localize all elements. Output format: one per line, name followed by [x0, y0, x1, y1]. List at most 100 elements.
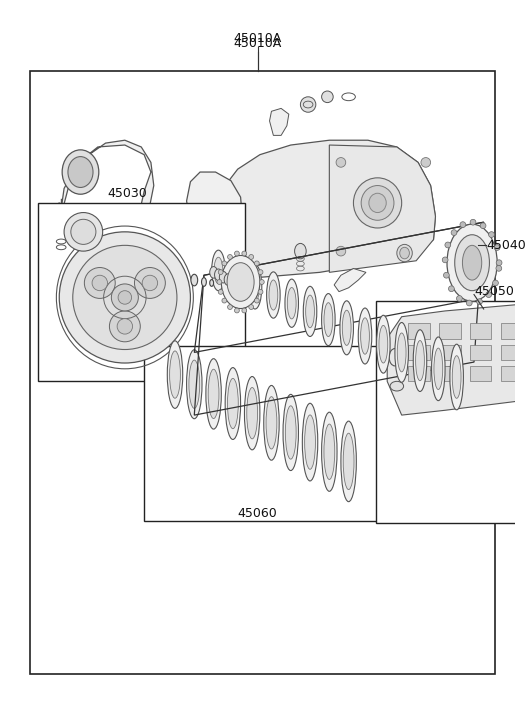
Ellipse shape [167, 341, 182, 409]
Text: 45010A: 45010A [234, 33, 282, 45]
Ellipse shape [225, 368, 240, 439]
Bar [501, 345, 522, 360]
Ellipse shape [361, 185, 394, 220]
Circle shape [235, 308, 239, 313]
Circle shape [480, 222, 486, 228]
Ellipse shape [340, 301, 353, 355]
Circle shape [451, 230, 457, 236]
Ellipse shape [228, 378, 238, 429]
Ellipse shape [224, 274, 232, 286]
Ellipse shape [227, 262, 254, 301]
Bar [439, 366, 461, 382]
Circle shape [254, 298, 259, 303]
Ellipse shape [295, 244, 306, 259]
Ellipse shape [434, 348, 443, 390]
Circle shape [496, 265, 502, 271]
Circle shape [242, 308, 247, 313]
Circle shape [260, 280, 264, 284]
Circle shape [448, 286, 454, 292]
Bar [439, 324, 461, 339]
Text: 45030: 45030 [107, 187, 147, 200]
Ellipse shape [322, 412, 337, 491]
Circle shape [444, 273, 450, 278]
Bar [470, 345, 492, 360]
Polygon shape [387, 304, 532, 415]
Ellipse shape [210, 280, 213, 286]
Polygon shape [57, 140, 243, 300]
Ellipse shape [266, 397, 277, 449]
Circle shape [217, 280, 222, 284]
Ellipse shape [361, 318, 369, 354]
Ellipse shape [450, 344, 463, 410]
Bar [501, 324, 522, 339]
Circle shape [73, 245, 177, 350]
Circle shape [301, 97, 316, 112]
Circle shape [249, 305, 254, 310]
Ellipse shape [390, 382, 404, 391]
Ellipse shape [212, 250, 225, 291]
Ellipse shape [62, 150, 99, 194]
Ellipse shape [413, 330, 427, 391]
Ellipse shape [283, 394, 298, 470]
Ellipse shape [221, 255, 260, 308]
Circle shape [135, 268, 165, 298]
Circle shape [445, 242, 451, 248]
Ellipse shape [244, 377, 260, 450]
Circle shape [488, 232, 494, 238]
Ellipse shape [285, 406, 296, 459]
Ellipse shape [324, 302, 332, 337]
Ellipse shape [251, 273, 260, 301]
Circle shape [64, 212, 103, 251]
Circle shape [242, 251, 247, 256]
Circle shape [111, 284, 138, 311]
Circle shape [467, 300, 472, 306]
Bar [470, 366, 492, 382]
Circle shape [228, 305, 232, 310]
Ellipse shape [247, 387, 257, 439]
Ellipse shape [305, 415, 315, 470]
Circle shape [477, 299, 483, 305]
Ellipse shape [214, 257, 223, 284]
Ellipse shape [210, 267, 218, 278]
Ellipse shape [452, 356, 461, 398]
Circle shape [71, 220, 96, 244]
Ellipse shape [248, 265, 262, 309]
Ellipse shape [229, 276, 237, 288]
Ellipse shape [343, 433, 354, 489]
Ellipse shape [400, 247, 410, 259]
Circle shape [92, 276, 107, 291]
Ellipse shape [341, 421, 356, 502]
Ellipse shape [68, 156, 93, 188]
Circle shape [118, 291, 131, 304]
Ellipse shape [302, 403, 318, 481]
Polygon shape [334, 268, 366, 292]
Bar [30, 71, 495, 674]
Ellipse shape [397, 244, 412, 262]
Ellipse shape [455, 235, 489, 291]
Circle shape [59, 232, 190, 363]
Ellipse shape [219, 271, 227, 283]
Ellipse shape [447, 224, 497, 301]
Circle shape [222, 261, 227, 266]
Bar [144, 345, 477, 521]
Ellipse shape [269, 280, 278, 310]
Ellipse shape [358, 308, 372, 364]
Polygon shape [329, 145, 435, 273]
Circle shape [254, 261, 259, 266]
Circle shape [222, 298, 227, 303]
Circle shape [85, 268, 115, 298]
Ellipse shape [303, 286, 317, 337]
Ellipse shape [187, 350, 202, 419]
Circle shape [249, 254, 254, 260]
Ellipse shape [462, 245, 482, 280]
Ellipse shape [189, 360, 200, 409]
Polygon shape [270, 108, 289, 135]
Circle shape [456, 296, 462, 302]
Ellipse shape [208, 369, 219, 419]
Bar [409, 345, 430, 360]
Circle shape [218, 289, 223, 294]
Circle shape [142, 276, 157, 291]
Ellipse shape [395, 323, 409, 382]
Ellipse shape [415, 340, 425, 381]
Ellipse shape [206, 358, 221, 429]
